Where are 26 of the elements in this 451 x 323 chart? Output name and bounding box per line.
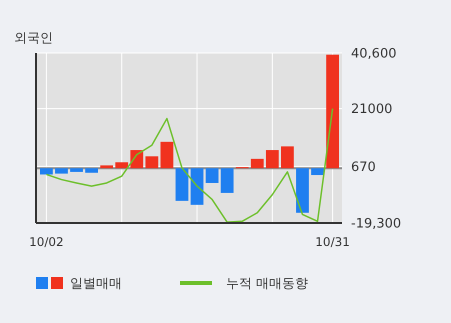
bar bbox=[311, 168, 324, 176]
line-series bbox=[46, 108, 334, 223]
bar bbox=[85, 168, 98, 173]
bar bbox=[190, 168, 204, 205]
bar bbox=[266, 150, 279, 168]
legend-label: 누적 매매동향 bbox=[226, 276, 308, 292]
bar bbox=[40, 168, 53, 174]
y-tick-label: -19,300 bbox=[351, 216, 402, 232]
bar bbox=[176, 168, 188, 201]
bar bbox=[160, 142, 174, 168]
x-tick-label: 10/31 bbox=[315, 235, 350, 249]
x-tick-label: 10/02 bbox=[29, 235, 64, 249]
legend-label: 일별매매 bbox=[70, 276, 122, 292]
y-tick-label: 670 bbox=[351, 160, 376, 175]
y-tick-label: 40,600 bbox=[351, 46, 396, 62]
bar bbox=[220, 168, 234, 193]
bar bbox=[55, 168, 68, 174]
chart-title: 외국인 bbox=[14, 31, 53, 46]
bar bbox=[281, 146, 294, 168]
bar bbox=[326, 54, 339, 168]
bar bbox=[145, 156, 158, 168]
bar bbox=[206, 168, 218, 183]
bar bbox=[250, 158, 264, 168]
bar bbox=[296, 168, 309, 213]
bar bbox=[70, 168, 83, 172]
y-tick-label: 21000 bbox=[351, 102, 392, 118]
